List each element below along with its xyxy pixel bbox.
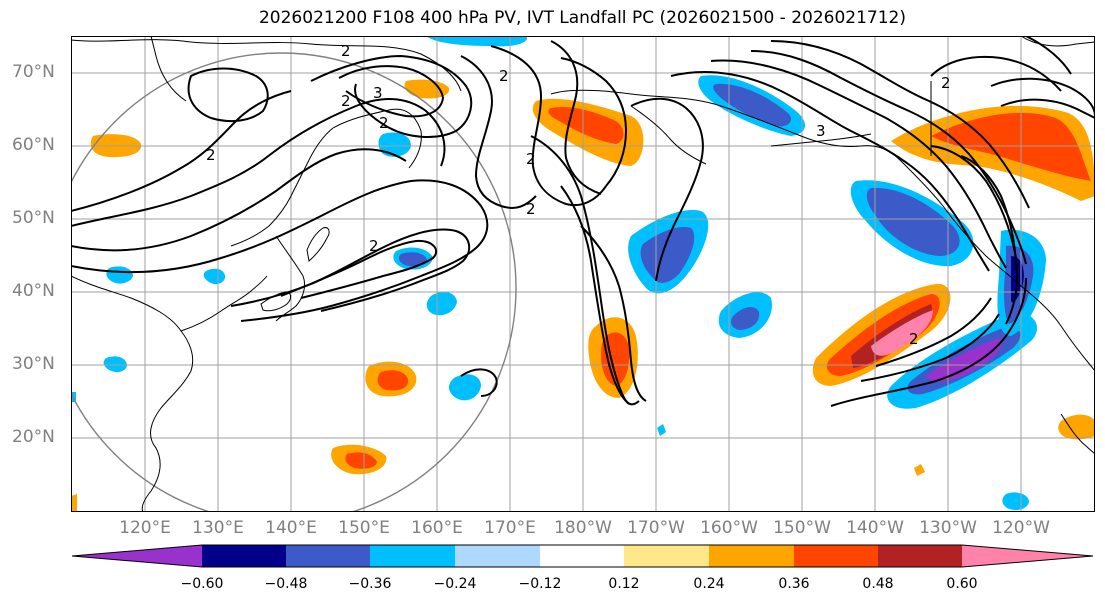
contour-label: 2 bbox=[499, 67, 509, 85]
contour-label: 3 bbox=[816, 122, 826, 140]
lon-label-140w: 140°W bbox=[846, 518, 904, 538]
map-title: 2026021200 F108 400 hPa PV, IVT Landfall… bbox=[258, 8, 906, 28]
lat-label-50n: 50°N bbox=[12, 208, 55, 228]
colorbar-tick-label: −0.12 bbox=[518, 576, 562, 592]
contour-label: 3 bbox=[373, 84, 383, 102]
map-canvas: 2 3 2 2 2 2 2 2 2 3 2 2 bbox=[71, 36, 1095, 512]
colorbar-segment bbox=[286, 545, 370, 567]
pv-contours bbox=[71, 36, 1095, 407]
colorbar-tick-label: 0.36 bbox=[778, 576, 810, 592]
colorbar-segment bbox=[455, 545, 540, 567]
range-circle bbox=[71, 52, 517, 512]
lon-label-150w: 150°W bbox=[773, 518, 831, 538]
lat-label-70n: 70°N bbox=[12, 62, 55, 82]
colorbar-tick-label: 0.60 bbox=[946, 576, 978, 592]
colorbar-tick-label: −0.48 bbox=[264, 576, 308, 592]
contour-labels: 2 3 2 2 2 2 2 2 2 3 2 2 bbox=[206, 42, 951, 348]
lon-label-150e: 150°E bbox=[338, 518, 390, 538]
lon-label-160e: 160°E bbox=[411, 518, 463, 538]
contour-label: 2 bbox=[526, 200, 536, 218]
colorbar-segment bbox=[878, 545, 962, 567]
colorbar-tick-label: 0.48 bbox=[862, 576, 894, 592]
lon-label-120e: 120°E bbox=[119, 518, 171, 538]
contour-label: 2 bbox=[379, 114, 389, 132]
colorbar-tick-label: 0.12 bbox=[608, 576, 640, 592]
colorbar-tick-label: −0.24 bbox=[433, 576, 477, 592]
colorbar-segment bbox=[370, 545, 455, 567]
lon-label-120w: 120°W bbox=[992, 518, 1050, 538]
lon-label-180w: 180°W bbox=[554, 518, 612, 538]
map-panel: 2 3 2 2 2 2 2 2 2 3 2 2 bbox=[71, 36, 1095, 512]
contour-label: 2 bbox=[941, 74, 951, 92]
lat-label-30n: 30°N bbox=[12, 354, 55, 374]
colorbar-segment bbox=[202, 545, 286, 567]
lon-label-160w: 160°W bbox=[700, 518, 758, 538]
colorbar-extend-max bbox=[962, 545, 1093, 567]
colorbar-extend-min bbox=[72, 545, 202, 567]
colorbar-tick-label: −0.36 bbox=[348, 576, 392, 592]
colorbar-tick-label: −0.60 bbox=[180, 576, 224, 592]
lon-label-170e: 170°E bbox=[484, 518, 536, 538]
colorbar-segment bbox=[540, 545, 624, 567]
contour-label: 2 bbox=[206, 146, 216, 164]
colorbar-tick-label: 0.24 bbox=[693, 576, 725, 592]
map-frame bbox=[71, 36, 1095, 512]
colorbar-segment bbox=[709, 545, 794, 567]
lat-label-40n: 40°N bbox=[12, 281, 55, 301]
colorbar-segment bbox=[794, 545, 878, 567]
colorbar-segment bbox=[624, 545, 709, 567]
colorbar bbox=[71, 544, 1094, 568]
lon-label-130w: 130°W bbox=[919, 518, 977, 538]
lon-label-140e: 140°E bbox=[265, 518, 317, 538]
contour-label: 2 bbox=[526, 150, 536, 168]
contour-label: 2 bbox=[341, 42, 351, 60]
contour-label: 2 bbox=[341, 92, 351, 110]
contour-label: 2 bbox=[369, 237, 379, 255]
lat-label-20n: 20°N bbox=[12, 427, 55, 447]
lon-label-170w: 170°W bbox=[627, 518, 685, 538]
lon-label-130e: 130°E bbox=[192, 518, 244, 538]
contour-label: 2 bbox=[909, 330, 919, 348]
lat-label-60n: 60°N bbox=[12, 135, 55, 155]
